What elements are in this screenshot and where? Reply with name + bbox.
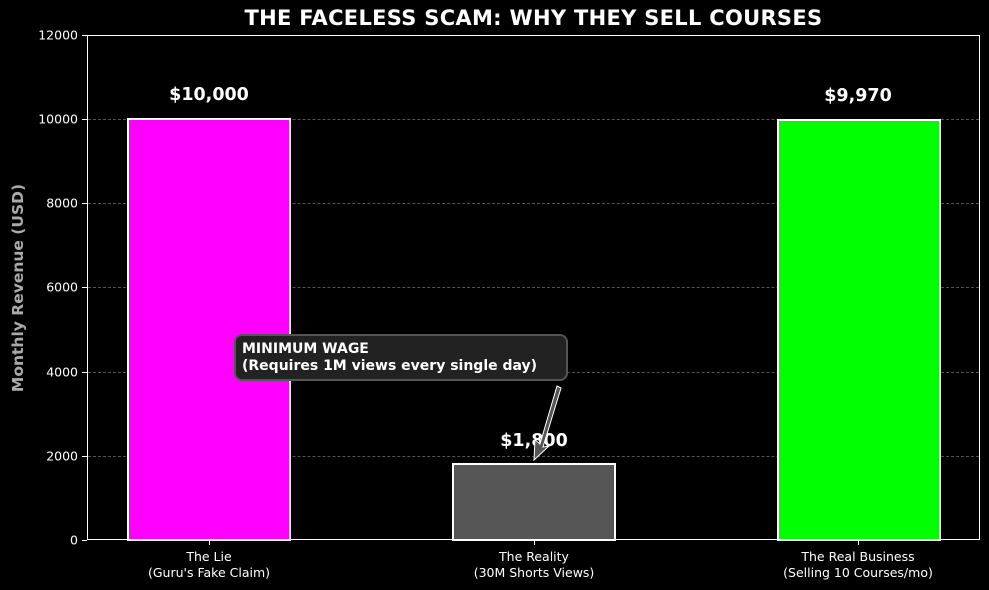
annotation-line-2: (Requires 1M views every single day) [242,358,538,374]
x-label-line: The Lie [186,549,232,564]
y-tick-mark [82,203,87,204]
x-label-line: (Selling 10 Courses/mo) [783,565,933,580]
annotation-line-1: MINIMUM WAGE [242,341,369,357]
y-tick-mark [82,119,87,120]
x-label-the-lie: The Lie (Guru's Fake Claim) [148,549,270,581]
gridline [88,203,979,204]
y-tick-mark [82,35,87,36]
y-tick-mark [82,540,87,541]
y-tick-6000: 6000 [46,279,78,295]
gridline [88,119,979,120]
x-tick-mark [858,540,859,545]
bar-the-reality [452,463,616,541]
x-label-line: (30M Shorts Views) [473,565,595,580]
x-tick-mark [534,540,535,545]
x-label-line: The Reality [499,549,569,564]
y-tick-4000: 4000 [46,364,78,380]
bar-the-real-business [777,119,941,541]
y-tick-12000: 12000 [38,27,78,43]
annotation-box: MINIMUM WAGE (Requires 1M views every si… [234,334,568,381]
y-tick-mark [82,456,87,457]
y-tick-2000: 2000 [46,448,78,464]
y-tick-mark [82,287,87,288]
y-tick-0: 0 [70,532,78,548]
y-tick-10000: 10000 [38,111,78,127]
value-label-the-lie: $10,000 [169,85,249,105]
y-tick-8000: 8000 [46,195,78,211]
gridline [88,287,979,288]
bar-the-lie [127,118,291,541]
x-label-line: (Guru's Fake Claim) [147,565,271,580]
x-label-line: The Real Business [801,549,915,564]
value-label-the-reality: $1,800 [500,431,568,451]
x-label-the-reality: The Reality (30M Shorts Views) [474,549,595,581]
x-tick-mark [209,540,210,545]
chart-title: THE FACELESS SCAM: WHY THEY SELL COURSES [244,6,823,30]
value-label-the-real-business: $9,970 [824,86,892,106]
y-tick-mark [82,372,87,373]
x-label-the-real-business: The Real Business (Selling 10 Courses/mo… [783,549,933,581]
gridline [88,456,979,457]
